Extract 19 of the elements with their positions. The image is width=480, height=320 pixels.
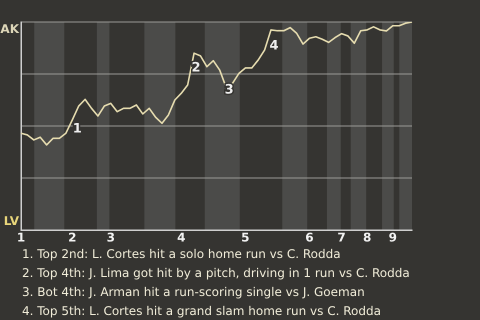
x-tick-label: 3 [106, 230, 115, 244]
text: 4. Top 5th: L. Cortes hit a grand slam home run vs C. Rodda [22, 303, 382, 320]
x-tick-label: 7 [337, 230, 346, 244]
text: 2. Top 4th: J. Lima got hit by a pitch, driving in 1 run vs C. Rodda [22, 265, 411, 282]
text: AK [0, 22, 20, 36]
text: 1. Top 2nd: L. Cortes hit a solo home run vs C. Rodda [22, 246, 342, 263]
annotation: 4 [269, 38, 279, 54]
text: 3. Bot 4th: J. Arman hit a run-scoring single vs J. Goeman [22, 284, 366, 301]
x-tick-label: 1 [16, 230, 26, 244]
annotation: 1 [72, 121, 82, 136]
x-tick-label: 2 [68, 230, 76, 244]
annotation: 2 [192, 60, 201, 76]
annotation: 3 [224, 82, 234, 98]
text: LV [4, 214, 20, 228]
x-tick-label: 9 [388, 230, 397, 244]
x-tick-label: 5 [241, 230, 250, 244]
x-tick-label: 8 [362, 230, 372, 244]
x-tick-label: 4 [177, 230, 186, 244]
x-tick-label: 6 [305, 230, 314, 244]
